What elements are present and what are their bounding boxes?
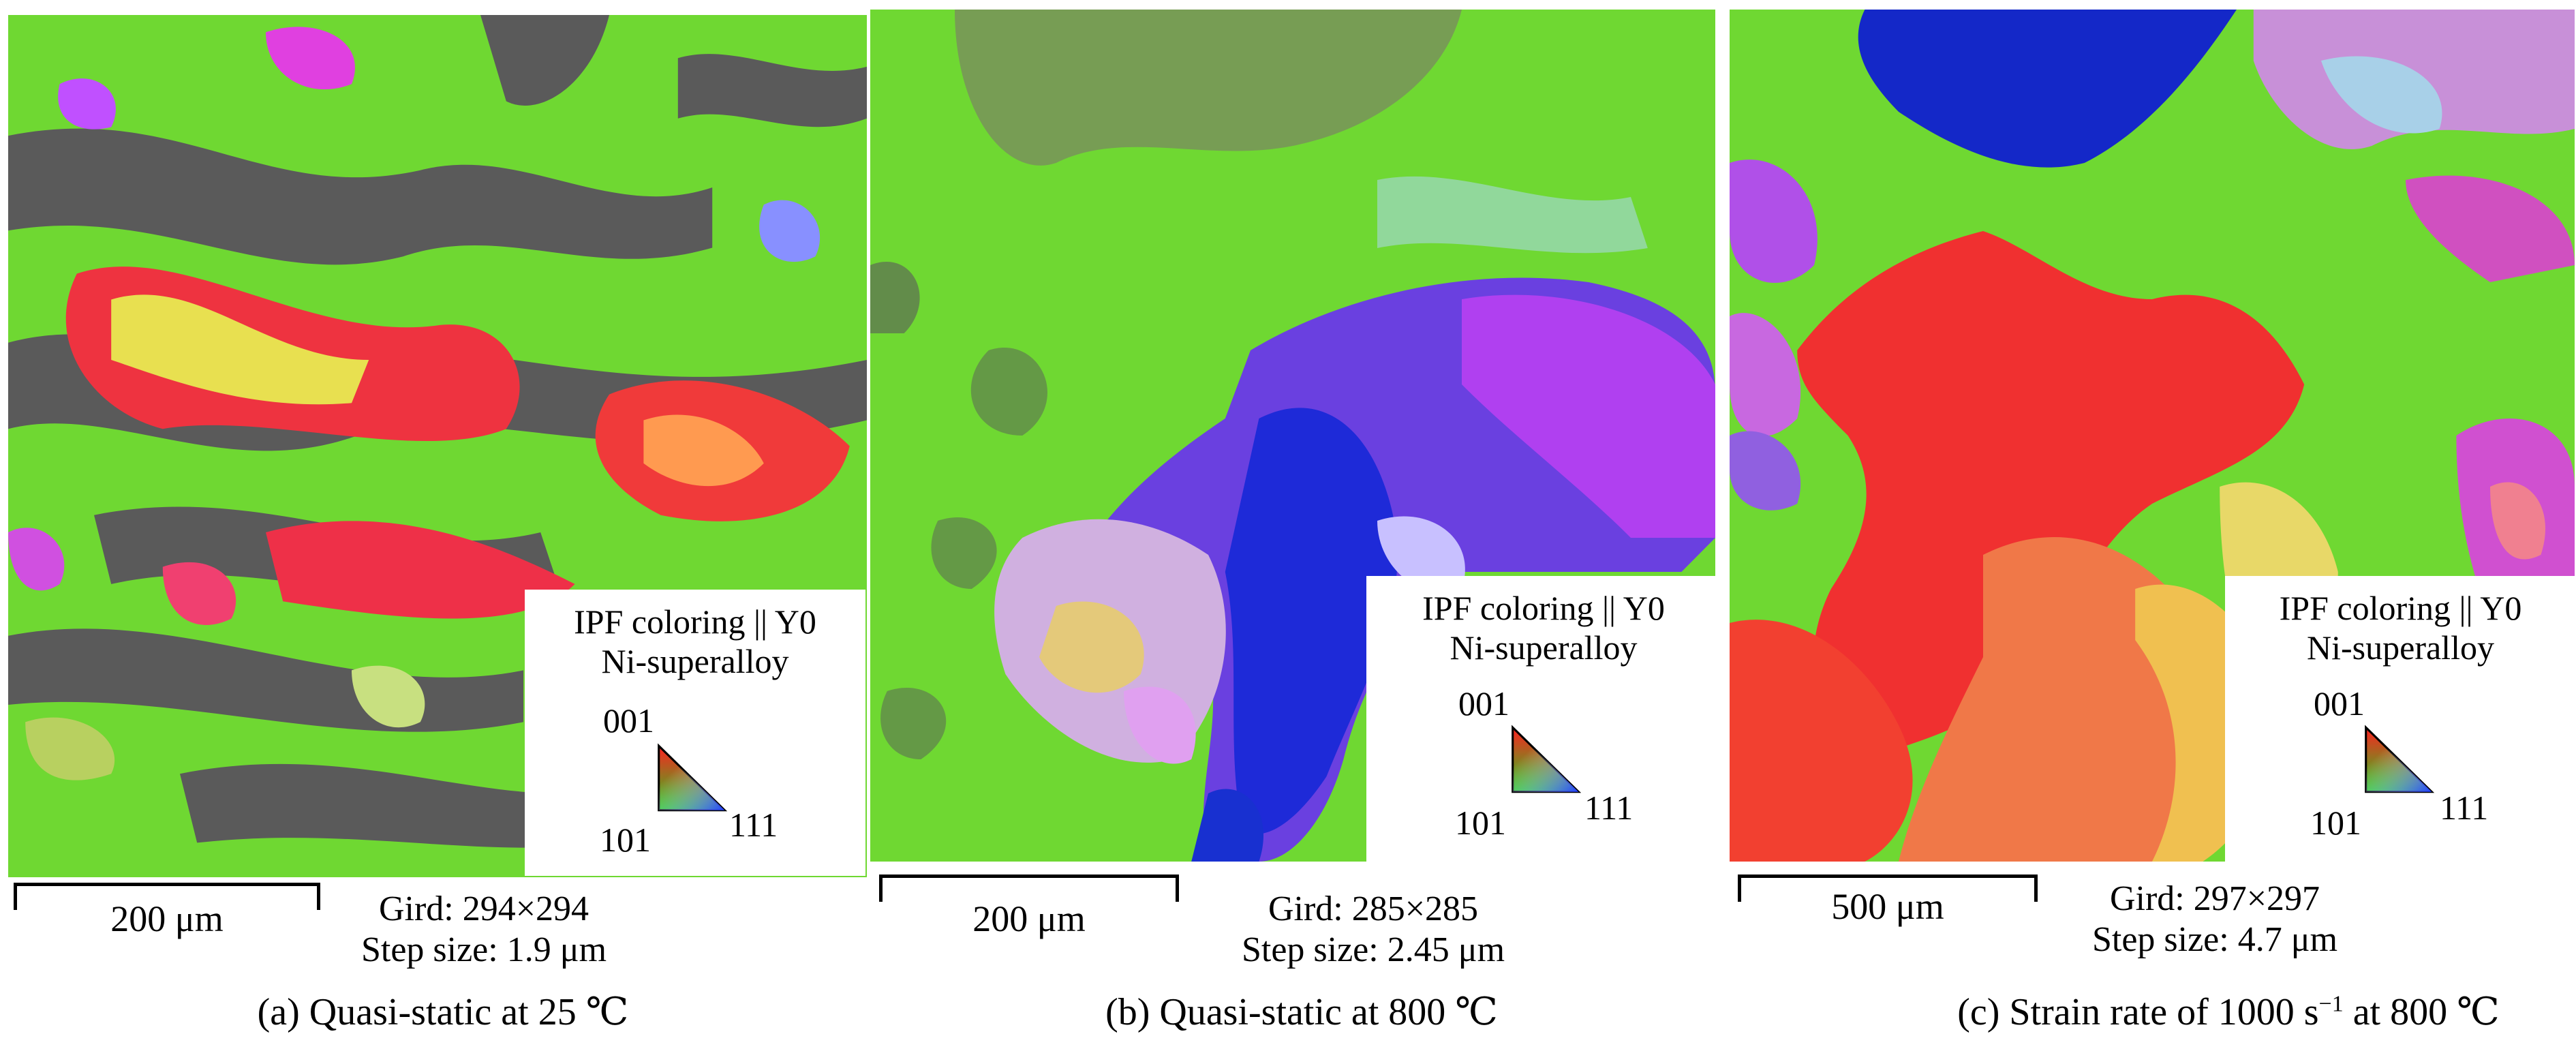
scale-bar-c bbox=[1738, 875, 2038, 902]
pole-111-label: 111 bbox=[729, 806, 778, 844]
caption-a: (a) Quasi-static at 25 ℃ bbox=[257, 991, 629, 1033]
ipf-legend-material: Ni-superalloy bbox=[2307, 628, 2494, 667]
ipf-legend-b: IPF coloring || Y0 Ni-superalloy 001 101… bbox=[1366, 576, 1721, 862]
caption-c-prefix: (c) Strain rate of 1000 s bbox=[1957, 991, 2319, 1033]
grid-size-c: Gird: 297×297 bbox=[2109, 879, 2320, 918]
ipf-legend-a: IPF coloring || Y0 Ni-superalloy 001 101… bbox=[525, 590, 865, 876]
pole-101-label: 101 bbox=[600, 821, 651, 859]
ipf-legend-title: IPF coloring || Y0 bbox=[574, 603, 816, 641]
ebsd-map-b bbox=[870, 10, 1715, 862]
caption-c-superscript: −1 bbox=[2318, 991, 2344, 1017]
ebsd-map-a bbox=[8, 15, 867, 877]
panel-a: IPF coloring || Y0 Ni-superalloy 001 101… bbox=[0, 0, 867, 1049]
ipf-legend-c: IPF coloring || Y0 Ni-superalloy 001 101… bbox=[2225, 576, 2576, 862]
scale-bar-b bbox=[879, 875, 1179, 902]
caption-c: (c) Strain rate of 1000 s−1 at 800 ℃ bbox=[1895, 990, 2562, 1035]
ipf-color-triangle-icon bbox=[658, 743, 728, 812]
caption-c-suffix: at 800 ℃ bbox=[2343, 991, 2500, 1033]
panel-b: IPF coloring || Y0 Ni-superalloy 001 101… bbox=[865, 0, 1724, 1049]
grid-size-a: Gird: 294×294 bbox=[378, 890, 589, 928]
pole-111-label: 111 bbox=[2440, 789, 2489, 827]
ipf-legend-title: IPF coloring || Y0 bbox=[2279, 589, 2522, 627]
ipf-map-image-c bbox=[1730, 10, 2575, 862]
ipf-map-image-a bbox=[8, 15, 867, 877]
pole-101-label: 101 bbox=[2310, 804, 2361, 842]
ipf-legend-title: IPF coloring || Y0 bbox=[1422, 589, 1665, 627]
scale-bar-label-a: 200 μm bbox=[110, 898, 224, 939]
step-size-a: Step size: 1.9 μm bbox=[361, 930, 607, 969]
ipf-legend-material: Ni-superalloy bbox=[1450, 628, 1638, 667]
caption-b: (b) Quasi-static at 800 ℃ bbox=[1105, 991, 1498, 1033]
ipf-legend-material: Ni-superalloy bbox=[601, 642, 789, 680]
step-size-c: Step size: 4.7 μm bbox=[2091, 920, 2338, 959]
ipf-map-image-b bbox=[870, 10, 1715, 862]
pole-001-label: 001 bbox=[603, 701, 654, 740]
scale-bar-label-c: 500 μm bbox=[1831, 886, 1944, 927]
step-size-b: Step size: 2.45 μm bbox=[1241, 930, 1505, 969]
ebsd-map-c bbox=[1730, 10, 2575, 862]
pole-111-label: 111 bbox=[1584, 789, 1634, 827]
ipf-color-triangle-icon bbox=[2365, 725, 2435, 793]
pole-101-label: 101 bbox=[1455, 804, 1506, 842]
scale-bar-a bbox=[14, 883, 320, 910]
ipf-color-triangle-icon bbox=[1512, 725, 1582, 793]
pole-001-label: 001 bbox=[1458, 684, 1509, 723]
grid-size-b: Gird: 285×285 bbox=[1268, 890, 1479, 928]
scale-bar-label-b: 200 μm bbox=[972, 898, 1086, 939]
panel-c: IPF coloring || Y0 Ni-superalloy 001 101… bbox=[1724, 0, 2576, 1049]
pole-001-label: 001 bbox=[2314, 684, 2365, 723]
